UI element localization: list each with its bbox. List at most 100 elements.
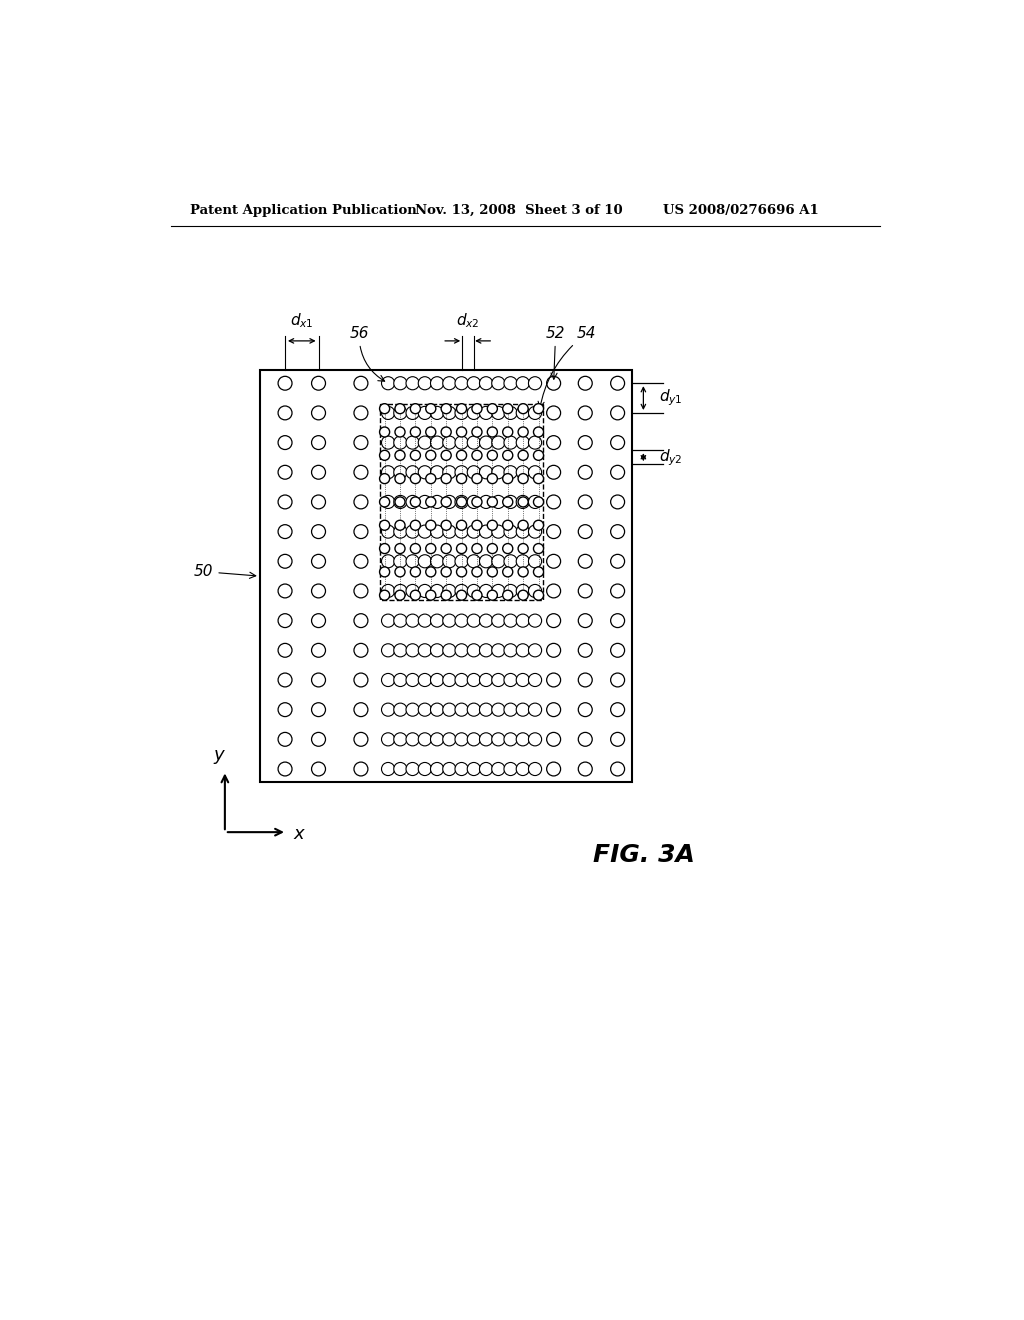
Text: $d_{x2}$: $d_{x2}$: [456, 312, 479, 330]
Ellipse shape: [467, 585, 480, 598]
Ellipse shape: [487, 426, 498, 437]
Ellipse shape: [516, 554, 529, 568]
Ellipse shape: [610, 583, 625, 598]
Ellipse shape: [516, 704, 529, 717]
Ellipse shape: [430, 614, 443, 627]
Ellipse shape: [547, 495, 560, 510]
Ellipse shape: [455, 644, 468, 657]
Ellipse shape: [279, 554, 292, 568]
Text: y: y: [213, 746, 224, 764]
Ellipse shape: [516, 525, 529, 539]
Ellipse shape: [479, 614, 493, 627]
Ellipse shape: [504, 554, 517, 568]
Ellipse shape: [528, 585, 542, 598]
Ellipse shape: [430, 376, 443, 389]
Text: Nov. 13, 2008  Sheet 3 of 10: Nov. 13, 2008 Sheet 3 of 10: [415, 205, 623, 218]
Ellipse shape: [457, 404, 467, 413]
Ellipse shape: [579, 495, 592, 510]
Ellipse shape: [547, 583, 560, 598]
Ellipse shape: [579, 643, 592, 657]
Ellipse shape: [547, 436, 560, 450]
Ellipse shape: [528, 763, 542, 776]
Ellipse shape: [503, 404, 513, 413]
Ellipse shape: [467, 763, 480, 776]
Ellipse shape: [457, 544, 467, 553]
Ellipse shape: [442, 495, 456, 508]
Ellipse shape: [479, 704, 493, 717]
Ellipse shape: [455, 585, 468, 598]
Ellipse shape: [479, 466, 493, 479]
Ellipse shape: [279, 733, 292, 746]
Ellipse shape: [382, 644, 394, 657]
Ellipse shape: [504, 466, 517, 479]
Text: 56: 56: [349, 326, 385, 381]
Ellipse shape: [472, 566, 482, 577]
Ellipse shape: [504, 704, 517, 717]
Ellipse shape: [492, 644, 505, 657]
Ellipse shape: [518, 520, 528, 531]
Ellipse shape: [487, 590, 498, 601]
Ellipse shape: [442, 673, 456, 686]
Ellipse shape: [406, 763, 419, 776]
Ellipse shape: [441, 520, 452, 531]
Ellipse shape: [579, 466, 592, 479]
Ellipse shape: [441, 496, 452, 507]
Ellipse shape: [504, 585, 517, 598]
Ellipse shape: [547, 762, 560, 776]
Ellipse shape: [311, 643, 326, 657]
Ellipse shape: [516, 585, 529, 598]
Ellipse shape: [441, 426, 452, 437]
Ellipse shape: [455, 525, 468, 539]
Ellipse shape: [426, 404, 436, 413]
Ellipse shape: [503, 566, 513, 577]
Text: $d_{y2}$: $d_{y2}$: [658, 447, 683, 467]
Ellipse shape: [418, 554, 431, 568]
Ellipse shape: [547, 702, 560, 717]
Ellipse shape: [311, 583, 326, 598]
Ellipse shape: [441, 474, 452, 483]
Ellipse shape: [504, 614, 517, 627]
Ellipse shape: [406, 644, 419, 657]
Ellipse shape: [430, 704, 443, 717]
Ellipse shape: [492, 495, 505, 508]
Ellipse shape: [528, 554, 542, 568]
Ellipse shape: [547, 466, 560, 479]
Ellipse shape: [311, 554, 326, 568]
Text: $d_{y1}$: $d_{y1}$: [658, 388, 683, 408]
Ellipse shape: [411, 426, 421, 437]
Ellipse shape: [418, 763, 431, 776]
Ellipse shape: [472, 496, 482, 507]
Ellipse shape: [418, 704, 431, 717]
Ellipse shape: [311, 376, 326, 391]
Ellipse shape: [406, 673, 419, 686]
Ellipse shape: [492, 704, 505, 717]
Ellipse shape: [610, 376, 625, 391]
Ellipse shape: [406, 407, 419, 420]
Ellipse shape: [516, 644, 529, 657]
Ellipse shape: [395, 426, 406, 437]
Ellipse shape: [610, 673, 625, 686]
Ellipse shape: [395, 566, 406, 577]
Ellipse shape: [394, 763, 407, 776]
Ellipse shape: [279, 466, 292, 479]
Text: US 2008/0276696 A1: US 2008/0276696 A1: [663, 205, 818, 218]
Ellipse shape: [528, 704, 542, 717]
Ellipse shape: [579, 583, 592, 598]
Ellipse shape: [479, 733, 493, 746]
Ellipse shape: [487, 566, 498, 577]
Ellipse shape: [534, 544, 544, 553]
Ellipse shape: [382, 704, 394, 717]
Ellipse shape: [457, 426, 467, 437]
Ellipse shape: [418, 614, 431, 627]
Ellipse shape: [547, 376, 560, 391]
Ellipse shape: [426, 566, 436, 577]
Ellipse shape: [380, 590, 390, 601]
Ellipse shape: [311, 495, 326, 510]
Ellipse shape: [394, 376, 407, 389]
Ellipse shape: [467, 704, 480, 717]
Ellipse shape: [406, 585, 419, 598]
Ellipse shape: [504, 407, 517, 420]
Ellipse shape: [382, 554, 394, 568]
Ellipse shape: [380, 450, 390, 461]
Ellipse shape: [394, 733, 407, 746]
